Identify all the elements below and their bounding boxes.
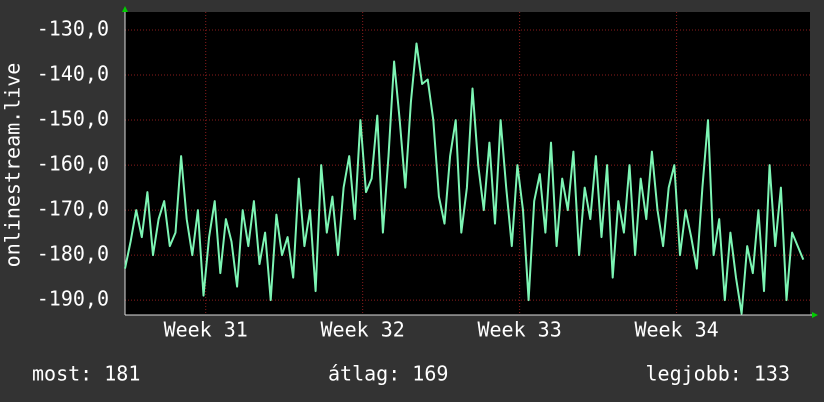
y-tick-label: -140,0 — [37, 62, 109, 86]
y-tick-label: -170,0 — [37, 197, 109, 221]
y-axis-label: onlinestream.live — [1, 63, 25, 268]
footer-best: legjobb: 133 — [646, 362, 791, 386]
y-tick-label: -190,0 — [37, 287, 109, 311]
y-tick-label: -160,0 — [37, 152, 109, 176]
x-tick-label: Week 34 — [634, 318, 718, 342]
x-axis-arrow — [812, 312, 818, 318]
y-tick-label: -150,0 — [37, 107, 109, 131]
x-tick-label: Week 32 — [321, 318, 405, 342]
data-line — [124, 42, 805, 315]
y-tick-label: -130,0 — [37, 17, 109, 41]
y-axis-arrow — [122, 6, 128, 12]
footer-average: átlag: 169 — [328, 362, 448, 386]
y-tick-label: -180,0 — [37, 242, 109, 266]
x-tick-label: Week 31 — [164, 318, 248, 342]
x-tick-label: Week 33 — [477, 318, 561, 342]
footer-current: most: 181 — [32, 362, 140, 386]
